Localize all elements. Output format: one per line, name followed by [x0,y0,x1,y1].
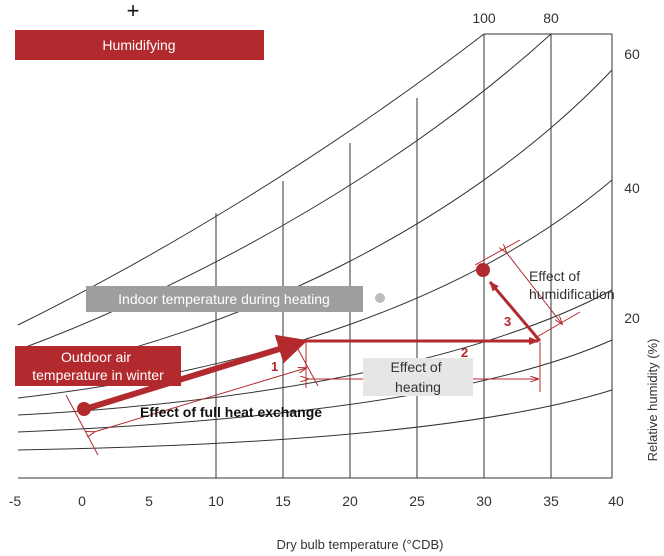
x-tick-label: 35 [543,493,559,509]
rh-curve-100 [17,33,485,326]
humidification-dimension [506,252,562,324]
step-number: 1 [271,359,278,374]
humidification-effect-label: Effect of humidification [529,268,615,302]
x-tick-label: 25 [409,493,425,509]
rh-curve-80 [17,33,552,351]
rh-label: 20 [624,310,640,326]
humidifying-label: Humidifying [102,37,175,53]
outdoor-air-box [15,346,181,386]
heat-exchange-extent-end [291,337,319,387]
heating-effect-label: Effect of heating [391,359,446,395]
x-tick-label: 15 [275,493,291,509]
x-tick-label: 40 [608,493,624,509]
x-tick-label: 5 [145,493,153,509]
indoor-temperature-label: Indoor temperature during heating [118,291,330,307]
x-tick-label: 10 [208,493,224,509]
x-tick-label: -5 [9,493,22,509]
heat-exchange-dimension [94,368,306,432]
full-heat-exchange-label: Effect of full heat exchange [140,404,322,420]
x-tick-label: 0 [78,493,86,509]
rh-label: 80 [543,10,559,26]
rh-curves [17,33,613,451]
x-tick-labels: -5 0 5 10 15 20 25 30 35 40 [9,493,624,509]
rh-label: 60 [624,46,640,62]
rh-curve-15 [17,389,613,451]
rh-labels: 100 80 60 40 20 [472,10,640,326]
x-axis-title: Dry bulb temperature (°CDB) [276,537,443,552]
x-tick-label: 30 [476,493,492,509]
heat-exchange-extent-start [65,394,99,456]
y-axis-title: Relative humidity (%) [645,339,660,462]
indoor-point [375,293,385,303]
heating-effect-box [363,358,473,396]
rh-label: 100 [472,10,496,26]
humidifying-banner [15,30,264,60]
outdoor-air-label: Outdoor air temperature in winter [32,349,164,383]
outdoor-point [77,402,91,416]
x-tick-label: 20 [342,493,358,509]
dimension-lines [65,239,581,456]
indoor-temperature-box [86,286,363,312]
step-number: 2 [461,345,468,360]
rh-label: 40 [624,180,640,196]
plus-icon: + [127,0,140,23]
step-number: 3 [504,314,511,329]
indoor-target-point [476,263,490,277]
